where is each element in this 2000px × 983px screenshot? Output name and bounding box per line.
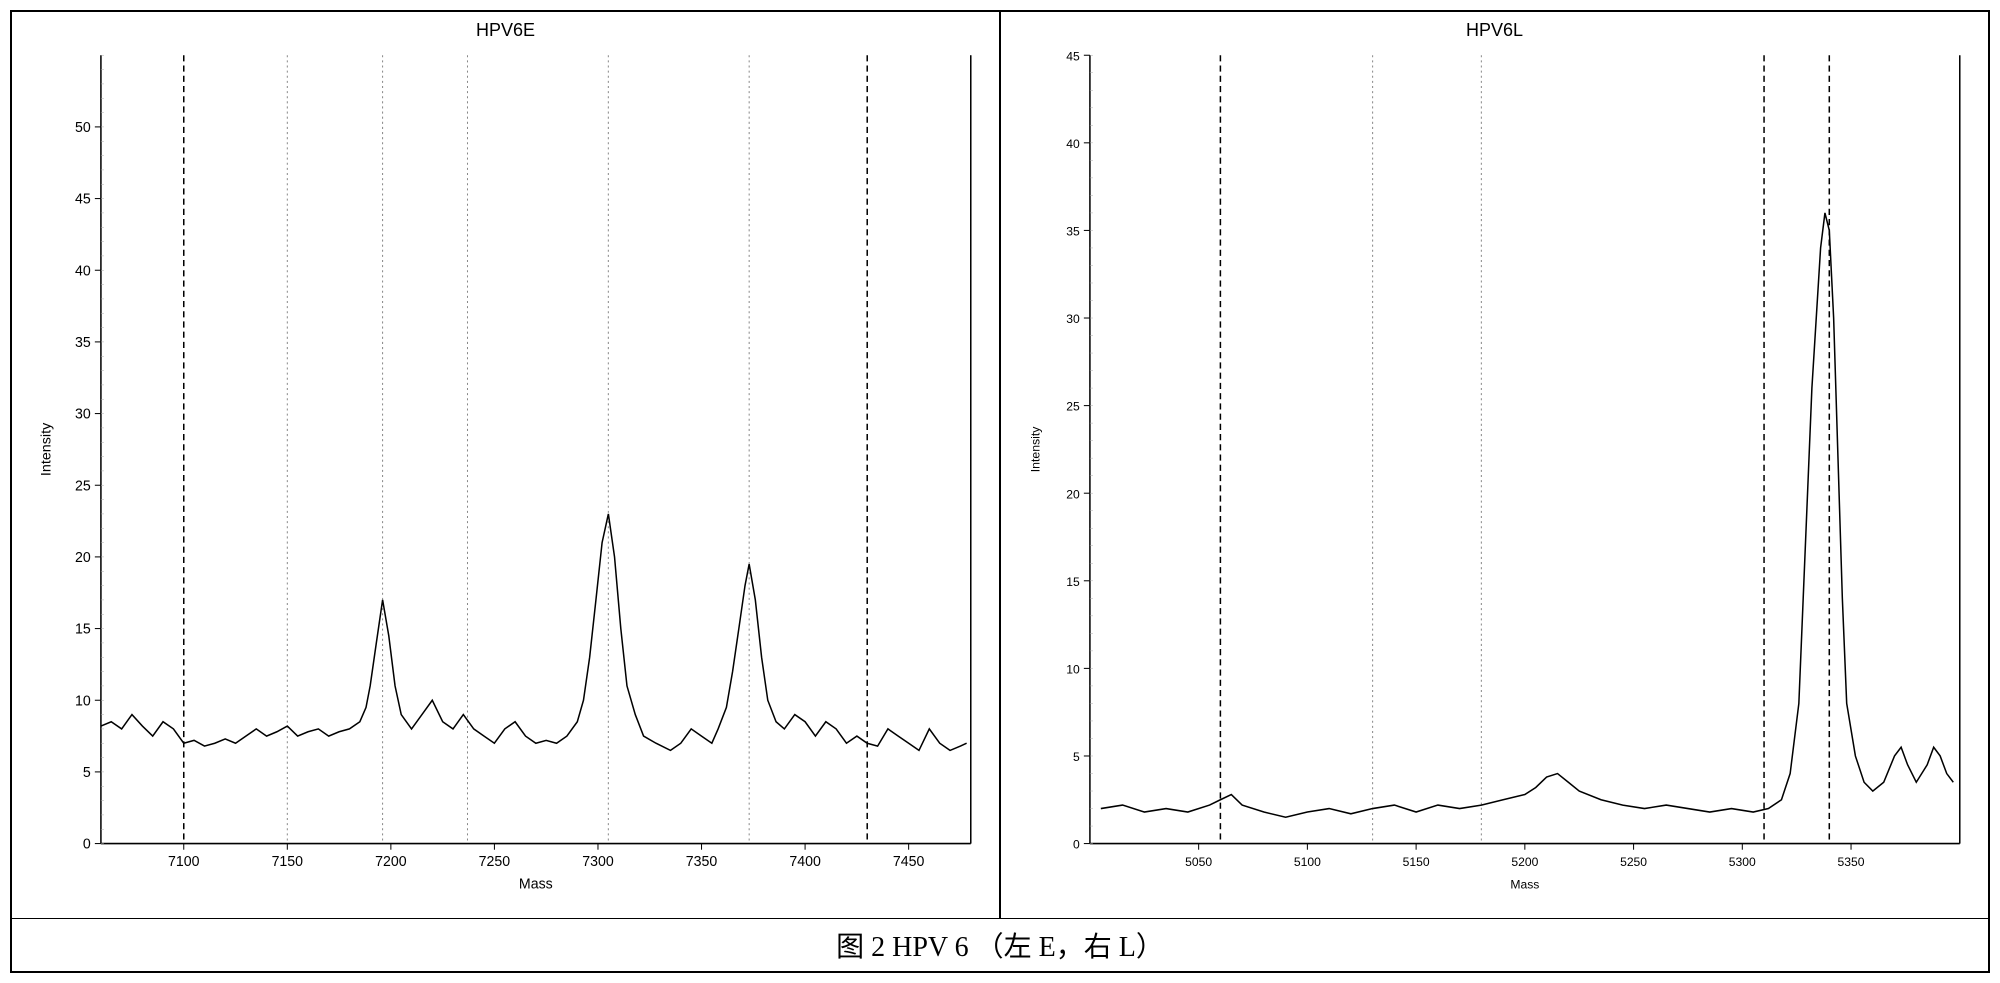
svg-text:45: 45 <box>75 192 91 208</box>
svg-text:35: 35 <box>75 335 91 351</box>
svg-text:50: 50 <box>75 120 91 136</box>
svg-text:7100: 7100 <box>168 854 200 870</box>
svg-text:5200: 5200 <box>1511 855 1538 869</box>
svg-text:7250: 7250 <box>479 854 511 870</box>
svg-text:7450: 7450 <box>893 854 925 870</box>
left-chart-title: HPV6E <box>20 20 991 41</box>
svg-text:5250: 5250 <box>1620 855 1647 869</box>
left-chart-cell: HPV6E 0 5 10 15 20 25 30 35 40 45 50 7100 7150 7200 72… <box>11 11 1000 919</box>
svg-text:7300: 7300 <box>582 854 614 870</box>
svg-text:5100: 5100 <box>1294 855 1321 869</box>
svg-text:10: 10 <box>1066 662 1080 676</box>
svg-text:20: 20 <box>1066 487 1080 501</box>
svg-text:5150: 5150 <box>1403 855 1430 869</box>
svg-text:5: 5 <box>1073 750 1080 764</box>
svg-text:15: 15 <box>1066 575 1080 589</box>
svg-text:0: 0 <box>83 837 91 853</box>
svg-text:25: 25 <box>75 478 91 494</box>
svg-text:25: 25 <box>1066 400 1080 414</box>
svg-text:7350: 7350 <box>686 854 718 870</box>
svg-text:5300: 5300 <box>1729 855 1756 869</box>
svg-text:20: 20 <box>75 550 91 566</box>
svg-text:15: 15 <box>75 622 91 638</box>
svg-text:7200: 7200 <box>375 854 407 870</box>
svg-text:30: 30 <box>1066 312 1080 326</box>
svg-text:Intensity: Intensity <box>1028 426 1042 473</box>
svg-text:7150: 7150 <box>272 854 304 870</box>
svg-text:Mass: Mass <box>1510 878 1539 892</box>
svg-text:5050: 5050 <box>1185 855 1212 869</box>
svg-text:40: 40 <box>1066 137 1080 151</box>
figure-caption: 图 2 HPV 6 （左 E，右 L） <box>11 919 1989 972</box>
charts-row: HPV6E 0510152025303540455071007150720072… <box>11 11 1989 919</box>
right-chart-svg: 0 5 10 15 20 25 30 35 40 45 5050 5100 5150 5200 5250 53… <box>1009 45 1980 905</box>
figure-container: HPV6E 0510152025303540455071007150720072… <box>10 10 1990 973</box>
svg-text:35: 35 <box>1066 224 1080 238</box>
svg-text:5350: 5350 <box>1838 855 1865 869</box>
right-chart-title: HPV6L <box>1009 20 1980 41</box>
svg-text:40: 40 <box>75 263 91 279</box>
svg-text:Mass: Mass <box>519 877 553 893</box>
svg-text:30: 30 <box>75 407 91 423</box>
svg-text:0: 0 <box>1073 838 1080 852</box>
svg-text:Intensity: Intensity <box>38 422 54 476</box>
right-chart-cell: HPV6L 0 5 10 15 20 25 30 35 40 45 5050 5100 5150 5200… <box>1000 11 1989 919</box>
svg-text:5: 5 <box>83 765 91 781</box>
svg-text:45: 45 <box>1066 49 1080 63</box>
left-chart-svg: 0 5 10 15 20 25 30 35 40 45 50 7100 7150 7200 7250 7300… <box>20 45 991 905</box>
svg-text:10: 10 <box>75 693 91 709</box>
svg-text:7400: 7400 <box>789 854 821 870</box>
